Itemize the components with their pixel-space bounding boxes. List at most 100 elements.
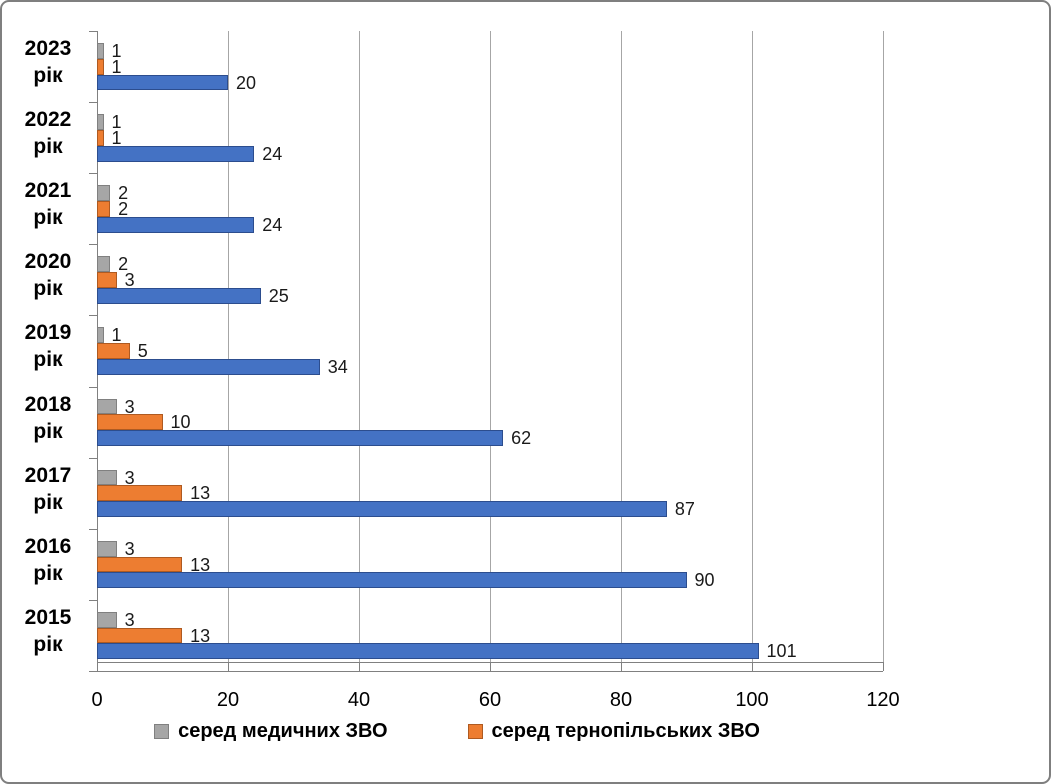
category-label-line: 2015 [24,605,72,629]
bar-value-label: 3 [124,538,135,559]
bar [97,287,261,304]
legend-label: серед тернопільських ЗВО [491,719,760,742]
bar-value-label: 13 [190,554,211,575]
x-axis-label: 120 [866,689,900,711]
category-label-line: 2016 [24,534,72,558]
bar [97,185,111,202]
bar-value-label: 87 [674,499,695,520]
category-label: 2022 рік [8,106,88,160]
value-axis-tick [621,662,622,671]
bar-value-label: 5 [137,341,148,362]
category-label: 2018 рік [8,391,88,445]
category-label-line: 2017 [24,463,72,487]
category-tick [89,599,97,601]
category-label: 2019 рік [8,319,88,373]
category-tick [89,386,97,388]
category-tick [89,315,97,317]
category-tick [89,528,97,530]
category-label: 2017 рік [8,462,88,516]
category-label: 2016 рік [8,533,88,587]
value-axis-tick [97,662,98,671]
bar [97,74,228,91]
bar-value-label: 24 [262,143,283,164]
bar [97,256,111,273]
bar [97,540,117,557]
bar-value-label: 3 [124,270,135,291]
bar [97,414,163,431]
bar-value-label: 101 [766,641,797,662]
category-label: 2020 рік [8,248,88,302]
category-label-line: 2021 [24,179,72,203]
bar [97,611,117,628]
legend-label: серед медичних ЗВО [178,719,388,742]
bar-value-label: 3 [124,467,135,488]
bar-value-label: 2 [118,199,129,220]
legend-swatch [467,723,483,739]
x-axis-label: 80 [609,689,633,711]
bar [97,58,104,75]
bar-value-label: 24 [262,214,283,235]
bar-value-label: 13 [190,483,211,504]
category-label: 2015 рік [8,604,88,658]
bar-value-label: 3 [124,396,135,417]
x-axis-label: 20 [216,689,240,711]
bar [97,398,117,415]
category-label: 2023 рік [8,35,88,89]
bar-value-label: 1 [111,325,122,346]
bar [97,485,183,502]
bar-value-label: 1 [111,127,122,148]
bar [97,469,117,486]
category-tick [89,102,97,104]
category-tick [89,173,97,175]
category-label-line: рік [33,490,63,514]
category-tick [89,244,97,246]
bar [97,643,759,660]
bar [97,201,111,217]
bar-value-label: 62 [511,428,532,449]
category-tick [89,31,97,32]
gridline [228,31,229,662]
category-label-line: рік [33,206,63,230]
bar-value-label: 2 [118,183,129,204]
gridline [752,31,753,662]
category-label-line: рік [33,64,63,87]
value-axis-line [89,671,883,672]
bar-value-label: 1 [111,41,122,61]
legend-swatch [154,723,170,739]
bar [97,556,183,573]
category-tick [89,457,97,459]
bar-value-label: 3 [124,609,135,630]
bar-value-label: 13 [190,625,211,646]
bar-value-label: 25 [268,285,289,306]
category-label-line: 2022 [24,108,72,132]
chart-legend: серед медичних ЗВО серед тернопільських З… [62,716,852,746]
bar [97,216,255,233]
x-axis-label: 0 [91,689,103,711]
category-tick [89,671,97,672]
x-axis-label: 40 [347,689,371,711]
legend-item: серед медичних ЗВО [154,719,388,743]
value-axis-tick [883,662,884,671]
category-label-line: 2019 [24,321,72,345]
value-axis-tick [359,662,360,671]
category-label-line: рік [33,277,63,301]
value-axis-tick [752,662,753,671]
value-axis-tick [228,662,229,671]
value-axis-tick [490,662,491,671]
category-label-line: рік [33,419,63,443]
bar [97,327,104,344]
category-label-line: рік [33,135,63,159]
bar [97,272,117,288]
bar [97,343,130,360]
bar-value-label: 1 [111,112,122,133]
category-label: 2021 рік [8,177,88,231]
x-axis-label: 60 [478,689,502,711]
bar-value-label: 1 [111,56,122,77]
bar [97,114,104,130]
gridline [883,31,884,662]
bar [97,501,667,518]
gridline [490,31,491,662]
bar [97,627,183,644]
